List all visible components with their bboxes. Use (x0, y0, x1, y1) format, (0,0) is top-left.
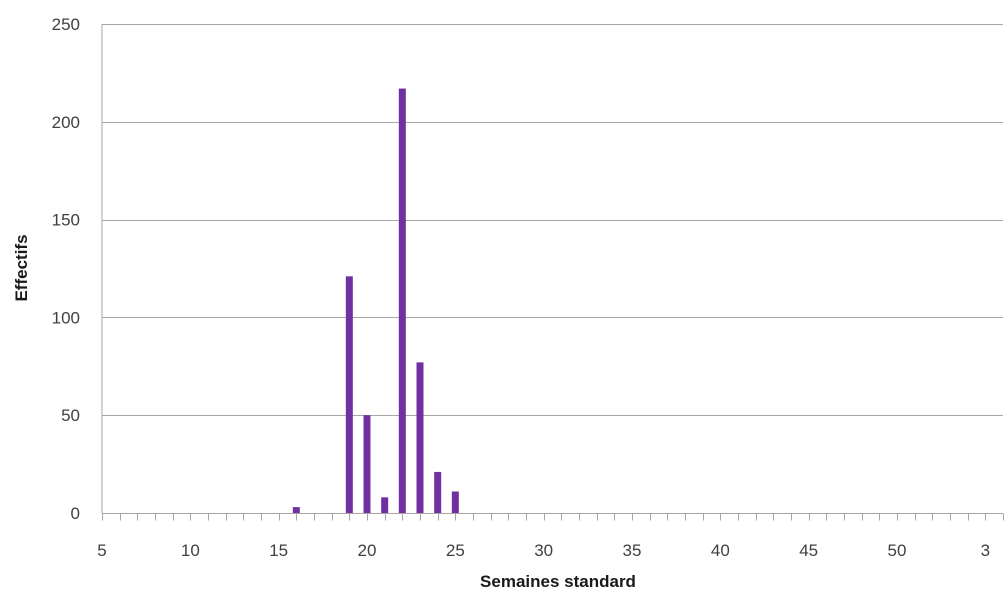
bar (416, 362, 424, 513)
y-tick-label: 50 (61, 406, 80, 425)
x-tick-label: 15 (269, 541, 288, 560)
y-tick-label: 0 (71, 504, 80, 523)
y-tick-label: 200 (52, 113, 80, 132)
x-tick-label: 35 (623, 541, 642, 560)
bar (381, 497, 389, 513)
x-tick-labels: 5 10 15 20 25 30 35 40 45 50 3 (97, 541, 990, 560)
bar (345, 276, 353, 513)
x-tick-label: 30 (534, 541, 553, 560)
y-tick-label: 150 (52, 211, 80, 230)
x-tick-label: 5 (97, 541, 106, 560)
bar (292, 507, 300, 513)
x-axis-title: Semaines standard (480, 572, 636, 591)
bar (398, 88, 406, 513)
y-tick-label: 100 (52, 308, 80, 327)
y-axis-title: Effectifs (12, 234, 31, 301)
x-tick-label: 40 (711, 541, 730, 560)
grid-lines (102, 24, 1003, 416)
bars (292, 88, 459, 513)
x-tick-label: 45 (799, 541, 818, 560)
y-tick-labels: 0 50 100 150 200 250 (52, 15, 80, 523)
x-tick-label: 25 (446, 541, 465, 560)
y-tick-label: 250 (52, 15, 80, 34)
x-tick-label: 10 (181, 541, 200, 560)
x-tick-label: 50 (888, 541, 907, 560)
x-tick-label: 3 (981, 541, 990, 560)
x-tick-label: 20 (358, 541, 377, 560)
bar (451, 491, 459, 513)
bar (363, 415, 371, 513)
bar (434, 471, 442, 513)
x-axis (101, 24, 1004, 521)
